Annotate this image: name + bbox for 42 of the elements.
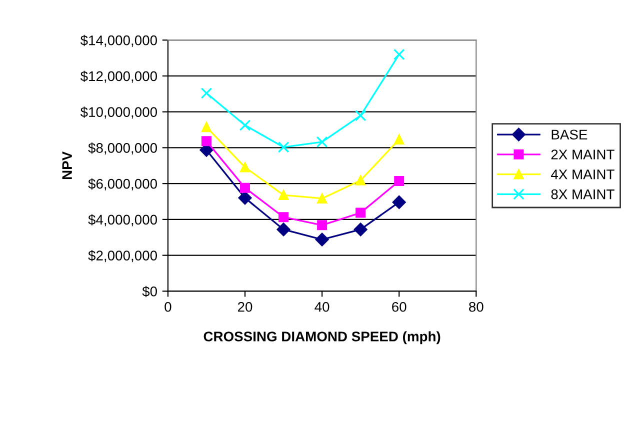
legend-label: 4X MAINT xyxy=(550,170,614,180)
legend-label: 8X MAINT xyxy=(551,189,614,200)
point xyxy=(354,110,366,122)
point xyxy=(276,222,290,236)
y-tick-label: $2,000,000 xyxy=(88,250,157,262)
point xyxy=(240,182,250,193)
point xyxy=(317,193,328,204)
point xyxy=(356,175,366,186)
y-tick-label: $10,000,000 xyxy=(80,106,157,119)
point xyxy=(201,136,212,146)
x-tick-label: 0 xyxy=(164,302,172,312)
x-tick-label: 80 xyxy=(469,302,484,312)
point xyxy=(200,87,212,99)
y-tick-label: $12,000,000 xyxy=(80,70,157,83)
point xyxy=(201,122,212,132)
x-tick-label: 60 xyxy=(392,302,406,312)
legend-label: 2X MAINT xyxy=(551,150,614,160)
x-axis-title: CROSSING DIAMOND SPEED (mph) xyxy=(204,331,440,344)
point xyxy=(394,134,404,144)
point xyxy=(317,220,328,230)
y-tick-label: $0 xyxy=(142,286,157,298)
y-tick-label: $4,000,000 xyxy=(88,214,157,226)
point xyxy=(392,195,406,209)
point xyxy=(354,222,368,236)
point xyxy=(393,48,405,60)
point xyxy=(278,141,290,153)
legend-label: BASE xyxy=(552,130,588,140)
y-tick-label: $14,000,000 xyxy=(80,34,157,47)
y-tick-label: $6,000,000 xyxy=(88,178,157,190)
x-tick-label: 40 xyxy=(314,302,330,312)
point xyxy=(278,190,289,200)
y-tick-label: $8,000,000 xyxy=(88,142,157,155)
point xyxy=(315,232,329,246)
point xyxy=(356,208,366,218)
point xyxy=(316,136,328,148)
point xyxy=(278,212,289,222)
point xyxy=(240,162,250,172)
y-axis-title: NPV xyxy=(62,151,72,179)
point xyxy=(239,120,251,131)
x-tick-label: 20 xyxy=(238,302,252,312)
point xyxy=(238,191,252,205)
point xyxy=(394,176,404,186)
